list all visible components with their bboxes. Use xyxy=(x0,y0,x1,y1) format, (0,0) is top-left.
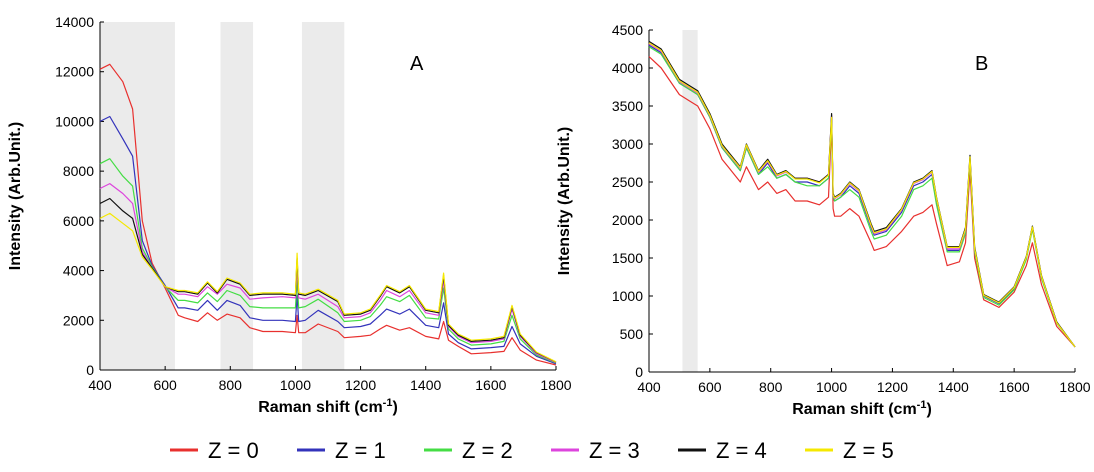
series-line-z3 xyxy=(99,183,557,364)
series-line-z2 xyxy=(99,158,557,364)
panel-b: 400 600 800 1000 1200 1400 1600 1800 0 500 1000 150… xyxy=(556,22,1091,418)
series-line-z0 xyxy=(99,63,557,366)
y-tick-label: 14000 xyxy=(55,14,94,30)
x-tick-label: 800 xyxy=(219,377,243,393)
y-tick-label: 2500 xyxy=(612,174,643,190)
x-tick-label: 1200 xyxy=(345,377,376,393)
y-tick-label: 10000 xyxy=(55,113,94,129)
panel-label: B xyxy=(975,53,988,75)
shaded-region xyxy=(682,30,698,372)
series-line-z1 xyxy=(648,44,1076,348)
y-tick-label: 2000 xyxy=(612,212,643,228)
y-tick-label: 2000 xyxy=(63,312,94,328)
x-tick-label: 600 xyxy=(153,377,177,393)
y-tick-label: 0 xyxy=(635,364,643,380)
y-tick-label: 1500 xyxy=(612,250,643,266)
y-tick-label: 4500 xyxy=(612,22,643,38)
x-tick-label: 800 xyxy=(759,379,783,395)
x-axis-title: Raman shift (cm-1) xyxy=(792,399,932,418)
series-line-z3 xyxy=(648,43,1076,348)
x-tick-label: 1200 xyxy=(877,379,908,395)
legend-label: Z = 0 xyxy=(208,438,259,463)
y-tick-label: 6000 xyxy=(63,213,94,229)
panel-a: 400 600 800 1000 1200 1400 1600 1800 0 2000 4000 60… xyxy=(7,14,572,416)
y-tick-label: 4000 xyxy=(63,263,94,279)
series-line-z0 xyxy=(648,56,1076,348)
legend-label: Z = 5 xyxy=(843,438,894,463)
x-tick-label: 1800 xyxy=(1059,379,1090,395)
series-line-z5 xyxy=(648,42,1076,348)
series-line-z4 xyxy=(648,40,1076,348)
y-tick-label: 4000 xyxy=(612,60,643,76)
x-tick-label: 400 xyxy=(637,379,661,395)
series-line-z5 xyxy=(99,212,557,363)
y-tick-label: 500 xyxy=(620,326,644,342)
y-tick-label: 0 xyxy=(86,362,94,378)
series-line-z1 xyxy=(99,115,557,365)
y-axis-title: Intensity (Arb.Unit.) xyxy=(7,122,24,270)
x-tick-label: 1000 xyxy=(816,379,847,395)
x-tick-label: 400 xyxy=(88,377,112,393)
legend: Z = 0 Z = 1 Z = 2 Z = 3 Z = 4 Z = 5 xyxy=(170,438,894,463)
y-tick-label: 1000 xyxy=(612,288,643,304)
y-tick-label: 8000 xyxy=(63,163,94,179)
x-tick-label: 1400 xyxy=(938,379,969,395)
x-axis-title: Raman shift (cm-1) xyxy=(258,397,398,416)
legend-label: Z = 3 xyxy=(589,438,640,463)
x-tick-label: 1600 xyxy=(999,379,1030,395)
legend-label: Z = 2 xyxy=(462,438,513,463)
y-axis-title: Intensity (Arb.Unit.) xyxy=(556,127,573,275)
series-line-z4 xyxy=(99,197,557,363)
panel-label: A xyxy=(410,53,424,75)
y-tick-label: 3500 xyxy=(612,98,643,114)
x-tick-label: 1600 xyxy=(475,377,506,393)
legend-label: Z = 4 xyxy=(716,438,767,463)
y-tick-label: 12000 xyxy=(55,64,94,80)
shaded-region xyxy=(220,22,254,370)
x-tick-label: 1800 xyxy=(540,377,571,393)
legend-label: Z = 1 xyxy=(335,438,386,463)
x-tick-label: 600 xyxy=(698,379,722,395)
x-tick-label: 1000 xyxy=(280,377,311,393)
x-tick-label: 1400 xyxy=(410,377,441,393)
y-tick-label: 3000 xyxy=(612,136,643,152)
